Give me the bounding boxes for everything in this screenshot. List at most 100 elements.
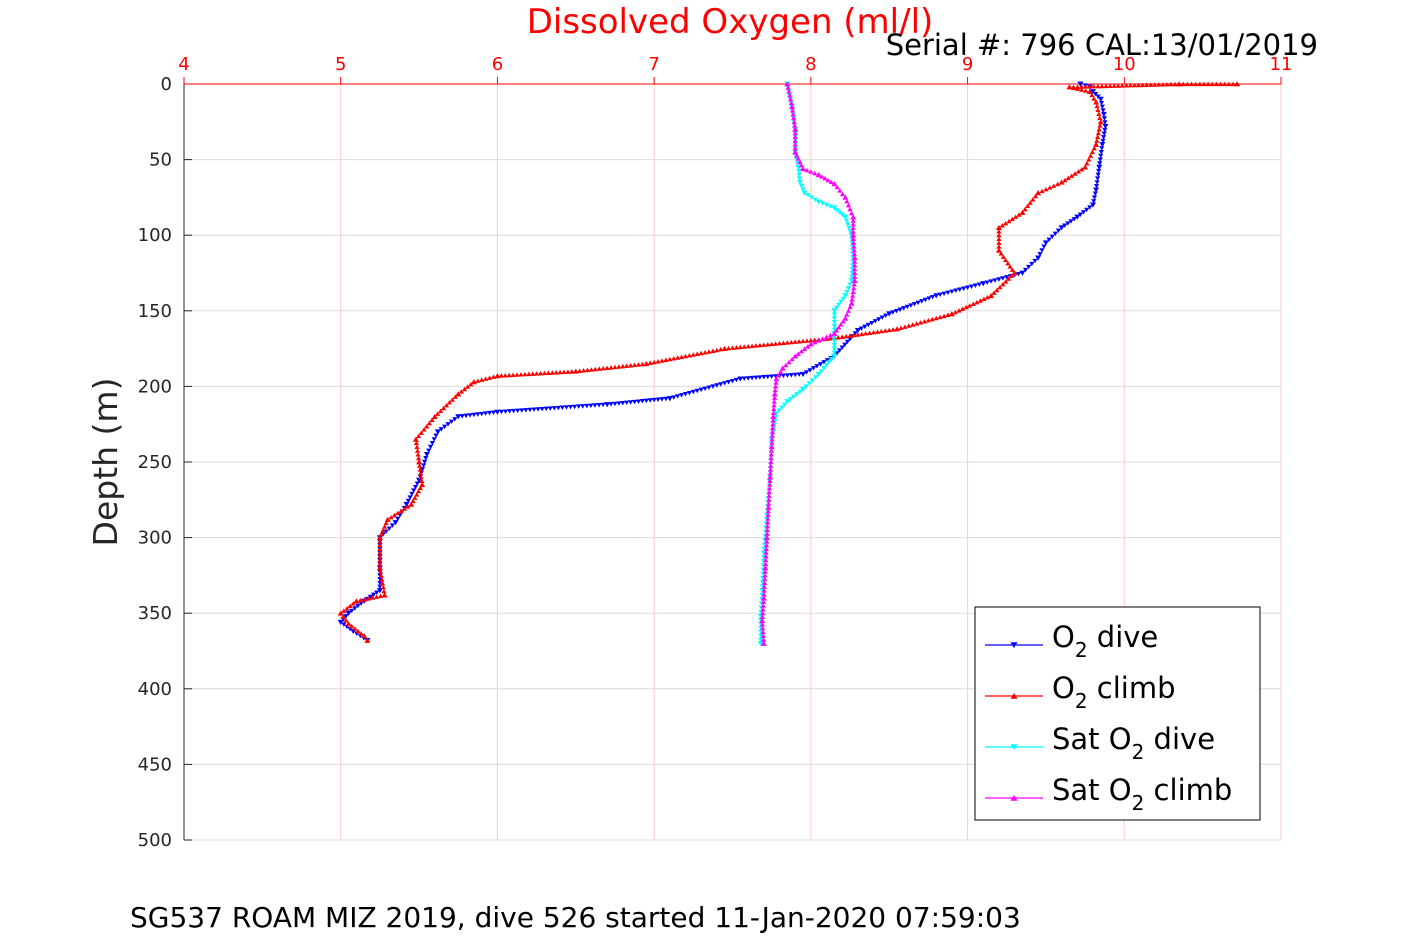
profile-marker (769, 440, 775, 446)
profile-marker (792, 127, 798, 132)
profile-marker (714, 347, 720, 353)
profile-marker (1094, 138, 1100, 143)
profile-marker (694, 388, 700, 394)
profile-marker (996, 244, 1002, 249)
profile-marker (565, 369, 571, 374)
profile-marker (490, 374, 497, 379)
profile-marker (616, 401, 622, 406)
profile-marker (567, 404, 574, 410)
profile-marker (1091, 199, 1097, 204)
profile-marker (1102, 127, 1108, 133)
profile-marker (834, 208, 840, 213)
profile-marker (429, 441, 435, 446)
profile-marker (761, 595, 767, 601)
profile-marker (628, 363, 634, 368)
profile-marker (816, 172, 822, 177)
profile-marker (908, 303, 914, 308)
profile-marker (831, 346, 837, 351)
profile-marker (420, 463, 427, 468)
profile-marker (569, 369, 575, 374)
profile-marker (647, 360, 653, 366)
profile-marker (758, 625, 764, 631)
profile-marker (1184, 81, 1191, 87)
profile-marker (459, 414, 465, 419)
profile-marker (537, 370, 544, 376)
profile-marker (762, 569, 768, 574)
profile-marker (1087, 84, 1093, 89)
profile-marker (765, 505, 772, 510)
profile-marker (352, 606, 358, 611)
profile-marker (424, 424, 430, 429)
profile-marker (831, 335, 837, 340)
profile-marker (766, 497, 772, 502)
profile-marker (1083, 84, 1089, 89)
profile-marker (820, 336, 826, 341)
profile-marker (852, 255, 858, 260)
profile-marker (792, 145, 798, 151)
profile-marker (894, 326, 900, 332)
profile-marker (849, 278, 855, 283)
profile-marker (814, 364, 820, 369)
profile-marker (831, 308, 837, 314)
profile-marker (1084, 207, 1090, 213)
profile-marker (838, 299, 844, 305)
profile-marker (417, 485, 423, 491)
profile-marker (845, 286, 852, 291)
profile-marker (771, 402, 777, 408)
profile-marker (547, 406, 553, 411)
profile-marker (849, 270, 855, 276)
profile-marker (804, 338, 810, 343)
profile-marker (373, 594, 380, 599)
profile-marker (519, 408, 525, 413)
profile-marker (514, 372, 520, 377)
profile-marker (839, 191, 846, 197)
profile-marker (749, 343, 755, 349)
profile-marker (842, 195, 848, 200)
profile-marker (789, 108, 796, 113)
profile-marker (338, 620, 344, 625)
profile-marker (678, 393, 685, 398)
profile-marker (769, 341, 775, 347)
profile-marker (890, 310, 896, 315)
profile-marker (764, 523, 771, 529)
profile-marker (419, 482, 425, 487)
profile-marker (1115, 83, 1121, 88)
profile-marker (762, 573, 768, 578)
profile-marker (788, 100, 794, 105)
profile-marker (486, 375, 493, 380)
profile-marker (659, 397, 665, 402)
profile-marker (635, 362, 642, 367)
profile-marker (667, 396, 673, 401)
profile-marker (1095, 176, 1101, 181)
profile-marker (374, 590, 380, 595)
profile-marker (870, 330, 877, 335)
profile-marker (624, 400, 630, 405)
profile-marker (440, 405, 447, 411)
profile-marker (847, 229, 853, 234)
profile-marker (852, 278, 858, 283)
profile-marker (850, 229, 856, 234)
profile-marker (414, 444, 420, 449)
profile-marker (996, 232, 1002, 238)
profile-marker (1055, 228, 1062, 234)
profile-marker (996, 236, 1002, 242)
profile-marker (812, 375, 819, 380)
profile-marker (1069, 173, 1075, 178)
profile-marker (722, 381, 728, 386)
profile-marker (849, 210, 855, 216)
profile-marker (415, 455, 422, 461)
profile-marker (876, 317, 882, 322)
profile-marker (659, 358, 665, 363)
profile-marker (410, 498, 416, 504)
profile-marker (580, 404, 586, 409)
profile-marker (1047, 185, 1053, 190)
profile-marker (761, 550, 767, 556)
profile-marker (377, 565, 383, 570)
profile-marker (675, 394, 681, 399)
profile-marker (361, 633, 367, 638)
profile-marker (1096, 127, 1102, 132)
x-tick-label: 6 (492, 54, 503, 75)
profile-marker (984, 294, 991, 300)
profile-marker (770, 425, 776, 431)
profile-marker (855, 332, 861, 337)
